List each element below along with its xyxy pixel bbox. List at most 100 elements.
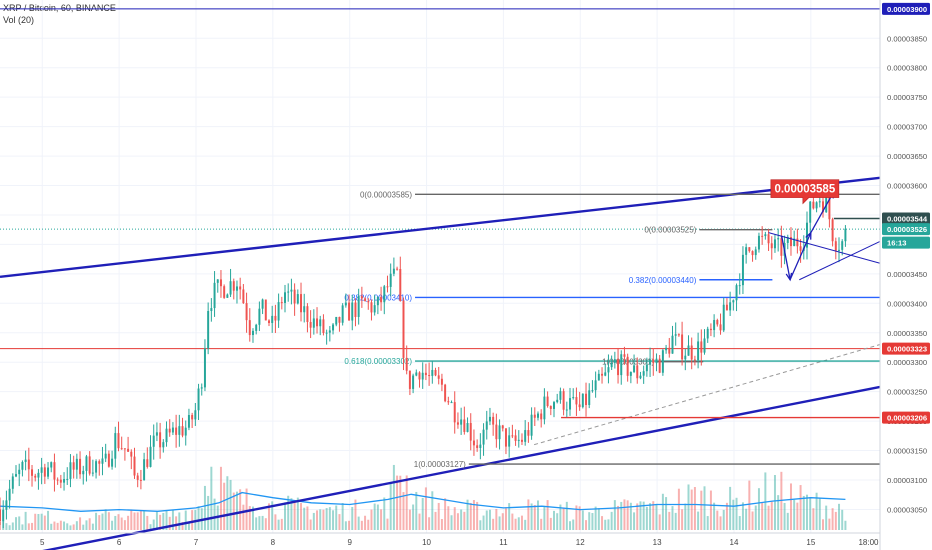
candle-body [476, 445, 479, 448]
candle-body [27, 459, 30, 470]
candle-body [498, 425, 501, 440]
candle-body [415, 372, 418, 376]
candle-body [63, 479, 66, 483]
candle-body [472, 440, 475, 446]
candle-body [703, 338, 706, 353]
candle-body [72, 462, 75, 470]
volume-bar [56, 522, 59, 530]
candle-body [831, 219, 834, 242]
candle-body [444, 384, 447, 402]
volume-bar [293, 500, 296, 530]
volume-bar [713, 502, 716, 530]
candle-body [95, 461, 98, 473]
candle-body [511, 435, 514, 437]
candle-body [178, 426, 181, 435]
candle-body [447, 401, 450, 403]
volume-bar [623, 499, 626, 530]
candle-body [184, 427, 187, 436]
candle-body [293, 289, 296, 304]
candle-body [767, 234, 770, 244]
volume-bar [37, 514, 40, 530]
volume-bar [543, 505, 546, 530]
candle-body [405, 357, 408, 371]
candle-body [661, 350, 664, 373]
candle-body [389, 273, 392, 287]
candle-body [181, 426, 184, 436]
candle-body [677, 334, 680, 336]
volume-bar [136, 512, 139, 530]
candle-body [578, 404, 581, 408]
volume-bar [396, 475, 399, 530]
volume-indicator-label: Vol (20) [3, 15, 35, 25]
volume-bar [607, 519, 610, 530]
volume-bar [469, 502, 472, 530]
candle-body [91, 472, 94, 474]
candle-body [757, 235, 760, 250]
candle-body [8, 488, 11, 501]
candle-body [370, 302, 373, 313]
volume-bar [412, 504, 415, 530]
volume-bar [139, 510, 142, 530]
volume-bar [72, 524, 75, 530]
volume-bar [725, 502, 728, 530]
candle-body [569, 398, 572, 410]
candle-body [239, 286, 242, 290]
price-tick-label: 0.00003050 [887, 505, 927, 514]
volume-bar [530, 503, 533, 530]
volume-bar [767, 505, 770, 530]
volume-bar [8, 525, 11, 530]
volume-bar [408, 509, 411, 530]
callout-value: 0.00003585 [774, 184, 835, 196]
volume-bar [341, 503, 344, 530]
candle-body [287, 291, 290, 293]
volume-bar [146, 515, 149, 530]
fib-a-1-label: 1(0.00003127) [414, 460, 466, 469]
volume-bar [748, 480, 751, 530]
candle-body [226, 294, 229, 298]
candle-body [793, 238, 796, 247]
volume-bar [450, 515, 453, 530]
candle-body [828, 196, 831, 220]
volume-bar [504, 508, 507, 530]
candle-body [56, 479, 59, 481]
volume-bar [665, 497, 668, 530]
candle-body [581, 393, 584, 408]
candle-body [139, 479, 142, 481]
candle-body [143, 459, 146, 481]
price-tick-label: 0.00003350 [887, 329, 927, 338]
volume-bar [203, 485, 206, 530]
candle-body [681, 334, 684, 360]
candle-body [85, 456, 88, 471]
volume-bar [53, 521, 56, 530]
candle-body [463, 419, 466, 432]
volume-bar [440, 518, 443, 530]
volume-bar [69, 525, 72, 530]
volume-bar [18, 516, 21, 530]
candle-body [428, 375, 431, 377]
volume-bar [738, 516, 741, 530]
price-label-box [882, 223, 930, 236]
time-tick-label: 13 [653, 538, 662, 547]
price-tick-label: 0.00003750 [887, 93, 927, 102]
volume-bar [27, 523, 30, 530]
volume-bar [399, 475, 402, 530]
candle-body [524, 430, 527, 442]
candle-body [786, 237, 789, 243]
candle-body [2, 509, 5, 522]
volume-bar [789, 483, 792, 530]
volume-bar [581, 510, 584, 530]
fib-a-0-label: 0(0.00003585) [360, 190, 412, 199]
candle-body [508, 435, 511, 447]
candles [0, 185, 847, 529]
candle-body [460, 419, 463, 425]
volume-bar [463, 511, 466, 530]
volume-bar [107, 512, 110, 530]
candle-body [809, 201, 812, 223]
candle-body [594, 380, 597, 391]
time-axis: 5 6 7 8 9 10 11 12 13 14 15 18:00 [0, 532, 880, 547]
candle-body [585, 393, 588, 406]
volume-bar [418, 513, 421, 530]
volume-bar [229, 479, 232, 530]
candle-body [373, 305, 376, 313]
